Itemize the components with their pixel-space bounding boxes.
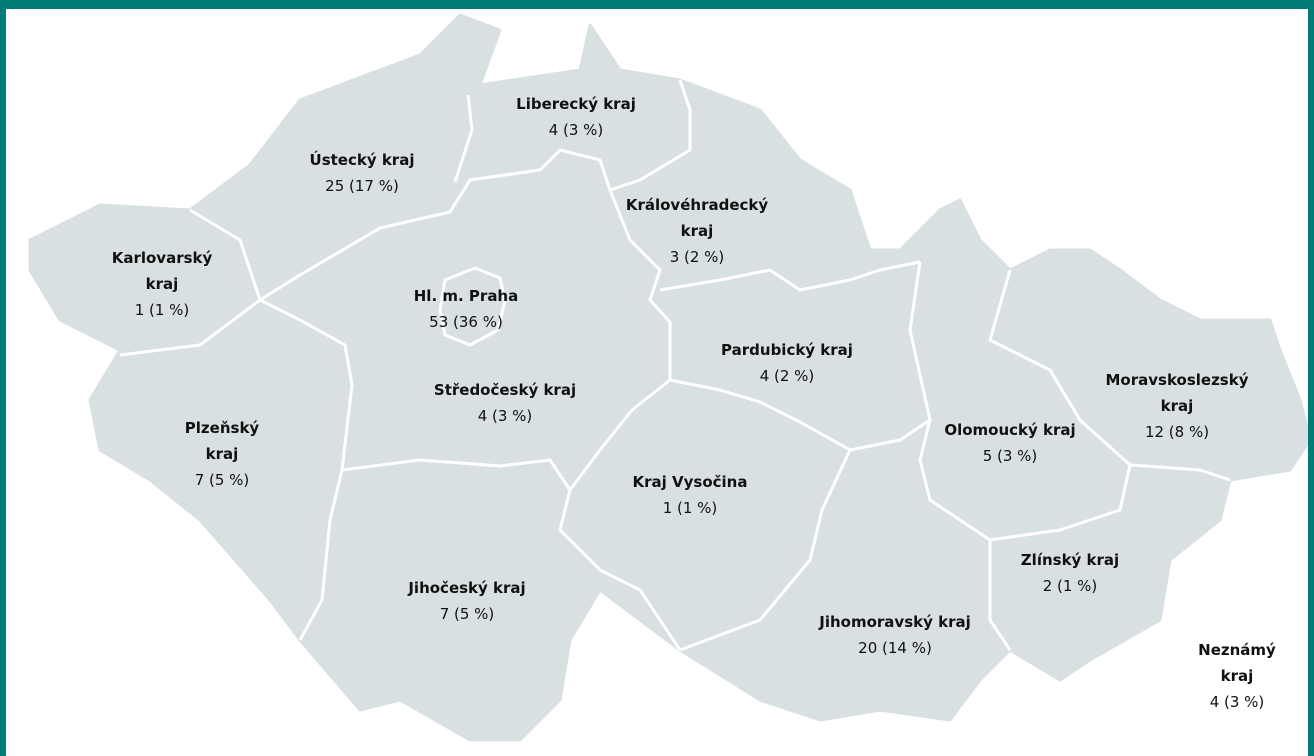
region-value: 4 (3 %) <box>477 407 533 425</box>
border <box>988 540 1012 651</box>
region-label: Karlovarský kraj 1 (1 %) <box>102 245 222 323</box>
region-name: Středočeský kraj <box>433 381 577 399</box>
praha-border <box>438 266 507 347</box>
region-name: Ústecký kraj <box>309 151 415 169</box>
region-label: Kraj Vysočina 1 (1 %) <box>633 469 748 521</box>
region-value: 20 (14 %) <box>858 639 932 657</box>
region-label: Královéhradecký kraj 3 (2 %) <box>612 192 782 270</box>
region-name: Olomoucký kraj <box>944 421 1076 439</box>
border <box>988 269 1132 467</box>
region-label: Pardubický kraj 4 (2 %) <box>721 337 853 389</box>
region-label: Moravskoslezský kraj 12 (8 %) <box>1087 367 1267 445</box>
border <box>341 458 572 491</box>
border <box>609 79 692 192</box>
region-value: 53 (36 %) <box>429 313 503 331</box>
region-value: 7 (5 %) <box>194 471 250 489</box>
region-label: Hl. m. Praha 53 (36 %) <box>414 283 518 335</box>
border <box>259 148 612 302</box>
region-name: Karlovarský kraj <box>111 249 213 293</box>
border <box>989 463 1231 542</box>
region-name: Liberecký kraj <box>516 95 636 113</box>
region-name: Zlínský kraj <box>1020 551 1120 569</box>
region-name: Kraj Vysočina <box>632 473 748 491</box>
region-label: Plzeňský kraj 7 (5 %) <box>172 415 272 493</box>
border <box>908 261 932 421</box>
region-value: 1 (1 %) <box>134 301 190 319</box>
border <box>453 94 474 183</box>
region-label: Olomoucký kraj 5 (3 %) <box>944 417 1075 469</box>
border <box>558 489 682 651</box>
border <box>679 449 852 652</box>
region-name: Plzeňský kraj <box>184 419 260 463</box>
region-value: 4 (3 %) <box>548 121 604 139</box>
region-label: Středočeský kraj 4 (3 %) <box>434 377 576 429</box>
region-value: 2 (1 %) <box>1042 577 1098 595</box>
border <box>568 189 672 491</box>
region-value: 4 (3 %) <box>1209 693 1265 711</box>
region-value: 25 (17 %) <box>325 177 399 195</box>
region-value: 1 (1 %) <box>662 499 718 517</box>
region-label: Jihomoravský kraj 20 (14 %) <box>819 609 970 661</box>
region-name: Moravskoslezský kraj <box>1105 371 1249 415</box>
region-name: Pardubický kraj <box>721 341 853 359</box>
region-name: Jihočeský kraj <box>408 579 526 597</box>
region-value: 5 (3 %) <box>982 447 1038 465</box>
region-value: 3 (2 %) <box>669 248 725 266</box>
region-label: Neznámý kraj 4 (3 %) <box>1198 637 1276 715</box>
region-value: 7 (5 %) <box>439 605 495 623</box>
border <box>669 378 851 452</box>
border <box>659 260 921 292</box>
region-value: 12 (8 %) <box>1144 423 1210 441</box>
region-label: Liberecký kraj 4 (3 %) <box>516 91 636 143</box>
region-name: Hl. m. Praha <box>413 287 519 305</box>
border <box>259 298 354 641</box>
border <box>849 418 991 542</box>
region-label: Zlínský kraj 2 (1 %) <box>1021 547 1119 599</box>
map <box>28 13 1308 742</box>
region-name: Neznámý kraj <box>1198 641 1276 685</box>
region-name: Jihomoravský kraj <box>819 613 971 631</box>
region-value: 4 (2 %) <box>759 367 815 385</box>
region-label: Ústecký kraj 25 (17 %) <box>310 147 415 199</box>
region-name: Královéhradecký kraj <box>625 196 769 240</box>
region-label: Jihočeský kraj 7 (5 %) <box>408 575 525 627</box>
